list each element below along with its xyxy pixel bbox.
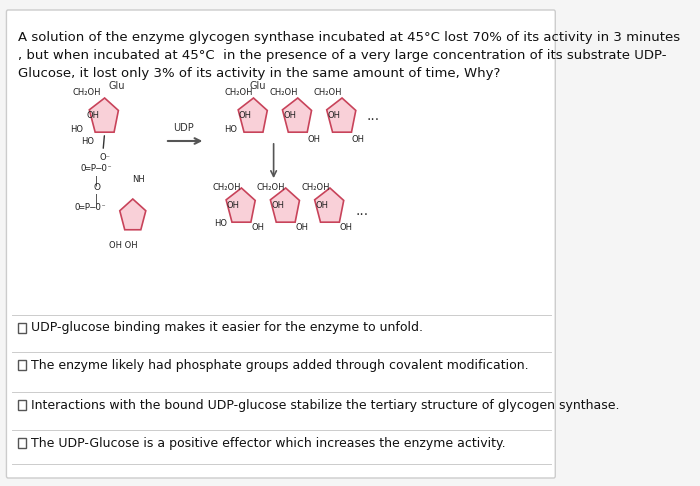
Polygon shape xyxy=(226,188,255,222)
Polygon shape xyxy=(270,188,300,222)
Bar xyxy=(18,400,26,410)
Polygon shape xyxy=(314,188,344,222)
Text: OH OH: OH OH xyxy=(108,241,137,250)
Text: OH: OH xyxy=(271,202,284,210)
Text: OH: OH xyxy=(251,224,264,232)
Bar xyxy=(18,323,26,333)
Text: OH: OH xyxy=(307,135,321,143)
Text: OH: OH xyxy=(328,111,340,121)
Text: O=P–O⁻: O=P–O⁻ xyxy=(74,203,106,212)
Polygon shape xyxy=(327,98,356,132)
Text: OH: OH xyxy=(340,224,353,232)
Polygon shape xyxy=(120,199,146,230)
Text: CH₂OH: CH₂OH xyxy=(257,183,286,192)
Text: CH₂OH: CH₂OH xyxy=(213,183,241,192)
Text: HO: HO xyxy=(214,220,227,228)
Text: Interactions with the bound UDP-glucose stabilize the tertiary structure of glyc: Interactions with the bound UDP-glucose … xyxy=(31,399,619,412)
Text: OH: OH xyxy=(351,135,365,143)
Text: OH: OH xyxy=(227,202,240,210)
Text: OH: OH xyxy=(295,224,308,232)
Text: CH₂OH: CH₂OH xyxy=(269,88,298,97)
Text: HO: HO xyxy=(81,137,94,145)
Text: O: O xyxy=(93,183,100,192)
Text: CH₂OH: CH₂OH xyxy=(301,183,330,192)
Text: The UDP-Glucose is a positive effector which increases the enzyme activity.: The UDP-Glucose is a positive effector w… xyxy=(31,436,505,450)
Text: UDP-glucose binding makes it easier for the enzyme to unfold.: UDP-glucose binding makes it easier for … xyxy=(31,322,423,334)
Bar xyxy=(18,438,26,448)
Text: O⁻: O⁻ xyxy=(99,153,110,162)
Text: ...: ... xyxy=(356,204,369,218)
Text: CH₂OH: CH₂OH xyxy=(225,88,253,97)
Text: CH₂OH: CH₂OH xyxy=(73,88,102,97)
Text: UDP: UDP xyxy=(173,123,194,133)
Text: Glu: Glu xyxy=(108,81,125,91)
Text: Glu: Glu xyxy=(249,81,266,91)
Text: The enzyme likely had phosphate groups added through covalent modification.: The enzyme likely had phosphate groups a… xyxy=(31,359,528,371)
Text: HO: HO xyxy=(225,124,237,134)
Text: A solution of the enzyme glycogen synthase incubated at 45°C lost 70% of its act: A solution of the enzyme glycogen syntha… xyxy=(18,31,680,80)
Polygon shape xyxy=(238,98,267,132)
Polygon shape xyxy=(283,98,312,132)
Text: ...: ... xyxy=(367,109,380,123)
Polygon shape xyxy=(90,98,118,132)
Text: NH: NH xyxy=(132,174,145,184)
Bar xyxy=(18,360,26,370)
Text: OH: OH xyxy=(239,111,252,121)
FancyBboxPatch shape xyxy=(6,10,555,478)
Text: OH: OH xyxy=(316,202,328,210)
Text: CH₂OH: CH₂OH xyxy=(314,88,342,97)
Text: |: | xyxy=(95,175,98,186)
Text: OH: OH xyxy=(86,111,99,121)
Text: HO: HO xyxy=(70,124,83,134)
Text: OH: OH xyxy=(284,111,296,121)
Text: |: | xyxy=(95,193,98,204)
Text: O=P–O⁻: O=P–O⁻ xyxy=(80,164,113,173)
